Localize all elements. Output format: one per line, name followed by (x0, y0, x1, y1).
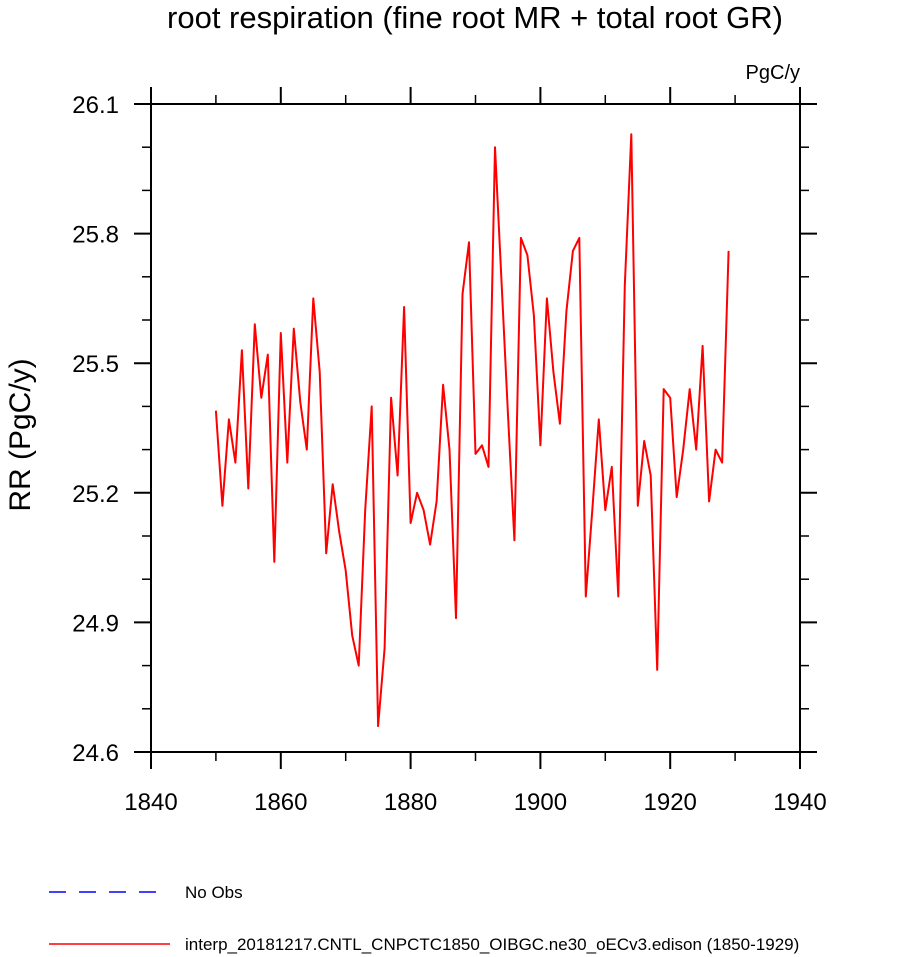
chart-title: root respiration (fine root MR + total r… (167, 0, 783, 35)
y-tick-label: 25.2 (72, 481, 119, 508)
x-tick-labels: 1840 1860 1880 1900 1920 1940 (124, 789, 826, 816)
legend-label-no-obs: No Obs (185, 883, 243, 902)
y-tick-label: 26.1 (72, 92, 119, 119)
x-tick-label: 1860 (254, 789, 307, 816)
x-tick-label: 1940 (773, 789, 826, 816)
series-line (214, 133, 730, 728)
x-tick-label: 1900 (514, 789, 567, 816)
y-axis-label: RR (PgC/y) (4, 358, 37, 511)
plot-frame (150, 103, 801, 753)
legend-label-series: interp_20181217.CNTL_CNPCTC1850_OIBGC.ne… (185, 935, 799, 954)
units-label: PgC/y (746, 62, 800, 84)
legend: No Obs interp_20181217.CNTL_CNPCTC1850_O… (49, 883, 799, 954)
axis-ticks (134, 87, 817, 769)
y-tick-labels: 24.6 24.9 25.2 25.5 25.8 26.1 (72, 92, 119, 767)
y-tick-label: 24.6 (72, 740, 119, 767)
y-tick-label: 25.8 (72, 222, 119, 249)
x-tick-label: 1920 (644, 789, 697, 816)
x-tick-label: 1840 (124, 789, 177, 816)
y-tick-label: 25.5 (72, 351, 119, 378)
y-tick-label: 24.9 (72, 610, 119, 637)
series-group (214, 133, 730, 728)
x-tick-label: 1880 (384, 789, 437, 816)
